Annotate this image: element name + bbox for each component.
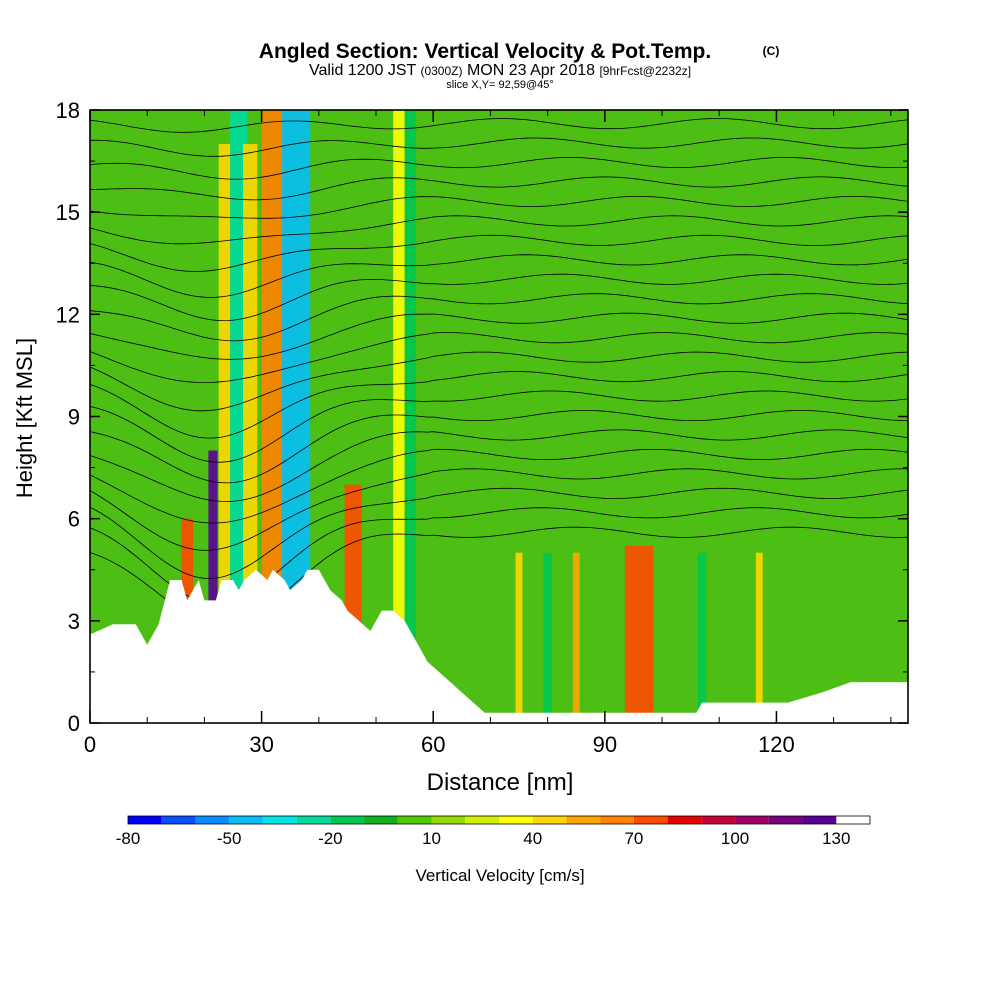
theta-contour-line	[90, 118, 908, 133]
velocity-column	[697, 552, 707, 723]
colorbar-tick-label: -80	[116, 829, 141, 848]
theta-contours	[90, 118, 908, 626]
theta-contour-line	[90, 409, 908, 484]
theta-contour-line	[90, 293, 908, 342]
colorbar-swatch	[499, 816, 533, 824]
y-tick-label: 9	[68, 405, 80, 430]
colorbar-tick-label: -50	[217, 829, 242, 848]
subtitle-zulu: (0300Z)	[420, 64, 462, 78]
theta-contour-line	[90, 176, 908, 201]
colorbar-swatch	[566, 816, 601, 824]
theta-contour-line	[90, 215, 908, 245]
theta-contour-line	[90, 487, 908, 579]
theta-contour-line	[90, 448, 908, 524]
colorbar-swatch	[128, 816, 162, 824]
velocity-column	[404, 110, 417, 723]
subtitle-date: MON 23 Apr 2018	[467, 62, 595, 79]
velocity-column	[393, 110, 405, 723]
colorbar-tick-label: 100	[721, 829, 749, 848]
colorbar-tick-label: -20	[318, 829, 343, 848]
x-axis-label: Distance [nm]	[427, 769, 574, 796]
colorbar-swatch	[296, 816, 331, 824]
colorbar-tick-label: 40	[523, 829, 542, 848]
x-tick-label: 0	[84, 732, 96, 757]
theta-contour-line	[90, 371, 908, 439]
colorbar-tick-label: 70	[624, 829, 643, 848]
colorbar-swatch	[532, 816, 567, 824]
chart-subtitle: Valid 1200 JST (0300Z) MON 23 Apr 2018 […	[309, 62, 691, 79]
colorbar-label: Vertical Velocity [cm/s]	[415, 866, 584, 885]
theta-contour-line	[90, 196, 908, 219]
colorbar-swatch	[768, 816, 803, 824]
colorbar-swatch	[600, 816, 634, 824]
slice-text: slice X,Y= 92,59@45°	[446, 79, 554, 91]
theta-contour-line	[90, 137, 908, 157]
theta-contour-line	[90, 332, 908, 384]
subtitle-fcst: [9hrFcst@2232z]	[599, 64, 691, 78]
theta-contour-line	[90, 468, 908, 551]
y-tick-label: 0	[68, 711, 80, 736]
y-tick-label: 12	[56, 302, 80, 327]
velocity-column	[261, 110, 285, 723]
velocity-column	[515, 552, 523, 723]
velocity-column	[208, 450, 218, 723]
colorbar-swatch	[262, 816, 297, 824]
chart-title-unit: (C)	[763, 44, 780, 58]
x-tick-labels: 0 30 60 90 120	[84, 732, 795, 757]
colorbar-swatch	[397, 816, 432, 824]
colorbar-swatch	[330, 816, 365, 824]
y-axis-label: Height [Kft MSL]	[12, 338, 37, 498]
velocity-column	[543, 552, 552, 723]
terrain-area	[90, 569, 908, 723]
x-tick-label: 60	[421, 732, 445, 757]
colorbar	[127, 815, 871, 825]
colorbar-frame	[127, 815, 871, 825]
theta-contour-line	[90, 234, 908, 272]
colorbar-swatch	[465, 816, 499, 824]
colorbar-tick-label: 130	[822, 829, 850, 848]
x-tick-label: 120	[758, 732, 795, 757]
colorbar-swatch	[802, 816, 837, 824]
colorbar-swatch	[633, 816, 668, 824]
colorbar-swatch	[229, 816, 263, 824]
velocity-column	[755, 552, 763, 723]
theta-contour-line	[90, 156, 908, 180]
y-tick-label: 3	[68, 609, 80, 634]
terrain	[90, 569, 908, 723]
y-tick-label: 15	[56, 200, 80, 225]
theta-contour-line	[90, 254, 908, 298]
theta-contour-line	[90, 351, 908, 412]
theta-contour-line	[90, 312, 908, 360]
y-tick-labels: 0 3 6 9 12 15 18	[56, 98, 80, 736]
colorbar-tick-labels: -80 -50 -20 10 40 70 100 130	[116, 829, 851, 848]
chart-title: Angled Section: Vertical Velocity & Pot.…	[259, 40, 711, 63]
colorbar-tick-label: 10	[422, 829, 441, 848]
colorbar-swatch	[701, 816, 736, 824]
x-tick-label: 90	[593, 732, 617, 757]
colorbar-swatch	[195, 816, 230, 824]
y-tick-label: 18	[56, 98, 80, 123]
subtitle-main: Valid 1200 JST	[309, 62, 417, 79]
velocity-column	[218, 144, 231, 723]
y-tick-label: 6	[68, 507, 80, 532]
axis-ticks	[89, 109, 908, 724]
velocity-column	[624, 545, 654, 723]
theta-contour-line	[90, 390, 908, 463]
colorbar-swatch	[161, 816, 196, 824]
theta-contour-line	[90, 429, 908, 502]
colorbar-swatch	[364, 816, 398, 824]
velocity-column	[572, 552, 580, 723]
x-tick-label: 30	[249, 732, 273, 757]
colorbar-swatch	[735, 816, 769, 824]
colorbar-swatch	[667, 816, 702, 824]
theta-contour-line	[90, 273, 908, 322]
colorbar-swatch	[431, 816, 466, 824]
